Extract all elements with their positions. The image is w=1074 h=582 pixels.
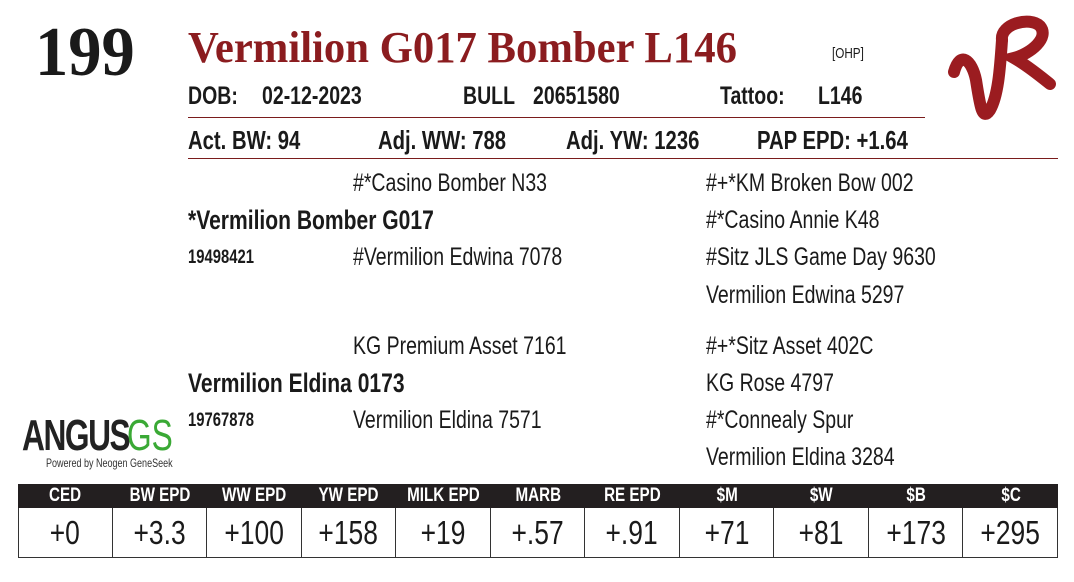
epd-header-text: WW EPD [222,485,287,506]
epd-value-text: +.91 [605,514,659,551]
epd-header: CED [18,484,113,508]
pedigree-entry: #+*Sitz Asset 402C [706,332,874,360]
tag: [OHP] [832,45,864,62]
epd-value: +71 [679,508,775,558]
divider [188,117,925,118]
pedigree-entry: #+*KM Broken Bow 002 [706,169,914,197]
pedigree-entry: KG Rose 4797 [706,369,834,397]
stat: Act. BW: 94 [188,125,301,155]
epd-header-text: CED [49,485,82,506]
stat: Adj. WW: 788 [378,125,507,155]
animal-name: Vermilion G017 Bomber L146 [188,23,737,72]
pedigree-entry: Vermilion Edwina 5297 [706,281,905,309]
epd-value: +.57 [490,508,586,558]
epd-value: +19 [396,508,491,558]
epd-header: YW EPD [301,484,397,508]
epd-header: BW EPD [112,484,208,508]
pedigree-entry: #*Casino Annie K48 [706,206,880,234]
epd-value-text: +295 [980,514,1040,551]
epd-header: $M [679,484,775,508]
pedigree-entry: #*Connealy Spur [706,406,854,434]
epd-value: +173 [868,508,964,558]
brand-logo [948,15,1056,120]
epd-header-text: $B [906,485,926,506]
logo-text: ANGUS [22,411,131,460]
tattoo-label: Tattoo: [720,82,785,110]
pedigree-entry: #Vermilion Edwina 7078 [353,243,563,271]
epd-value-text: +0 [50,514,81,551]
epd-value-text: +3.3 [133,514,186,551]
brand-r [996,15,1056,90]
epd-header: MILK EPD [396,484,491,508]
epd-value-text: +81 [798,514,844,551]
epd-value: +100 [207,508,302,558]
epd-value-text: +.57 [511,514,564,551]
pedigree-entry: KG Premium Asset 7161 [353,332,567,360]
epd-value-text: +71 [704,514,749,551]
dob-label: DOB: [188,82,238,110]
epd-header-text: MARB EPD [515,485,561,506]
epd-value: +158 [301,508,397,558]
epd-header-text: RE EPD [604,485,661,506]
epd-header-text: YW EPD [318,485,379,506]
epd-value-text: +19 [420,514,466,551]
pedigree-entry: #*Casino Bomber N33 [353,169,548,197]
epd-header-text: $M [716,485,738,506]
sex: BULL [463,82,515,110]
epd-header: $C [963,484,1058,508]
epd-header: RE EPD [585,484,680,508]
stat: PAP EPD: +1.64 [757,125,908,155]
logo-tagline: Powered by Neogen GeneSeek [46,456,173,470]
dam-name: Vermilion Eldina 0173 [188,368,405,398]
tattoo: L146 [818,82,863,110]
pedigree-entry: #Sitz JLS Game Day 9630 [706,243,936,271]
epd-header-text: $W [810,485,834,506]
dam-registration: 19767878 [188,410,254,431]
dob: 02-12-2023 [262,82,362,110]
epd-value-text: +158 [318,514,379,551]
epd-value: +0 [18,508,113,558]
sire-name: *Vermilion Bomber G017 [188,205,434,235]
stat: Adj. YW: 1236 [566,125,700,155]
epd-header-text: MILK EPD [407,485,480,506]
lot-number: 199 [35,14,135,91]
registration: 20651580 [533,82,620,110]
epd-header: $B [868,484,964,508]
epd-header: $W [774,484,869,508]
sire-registration: 19498421 [188,247,254,268]
logo-suffix: GS [127,411,173,460]
epd-value: +3.3 [112,508,208,558]
pedigree-entry: Vermilion Eldina 3284 [706,443,895,471]
epd-header: MARB EPD [490,484,586,508]
epd-value: +.91 [585,508,680,558]
epd-header-text: $C [1000,485,1021,506]
epd-value-text: +100 [224,514,284,551]
pedigree-entry: Vermilion Eldina 7571 [353,406,542,434]
epd-header-text: BW EPD [129,485,191,506]
divider [188,158,1058,159]
epd-value-text: +173 [885,514,946,551]
epd-header: WW EPD [207,484,302,508]
epd-value: +81 [774,508,869,558]
epd-value: +295 [963,508,1058,558]
brand-v [948,34,1008,120]
